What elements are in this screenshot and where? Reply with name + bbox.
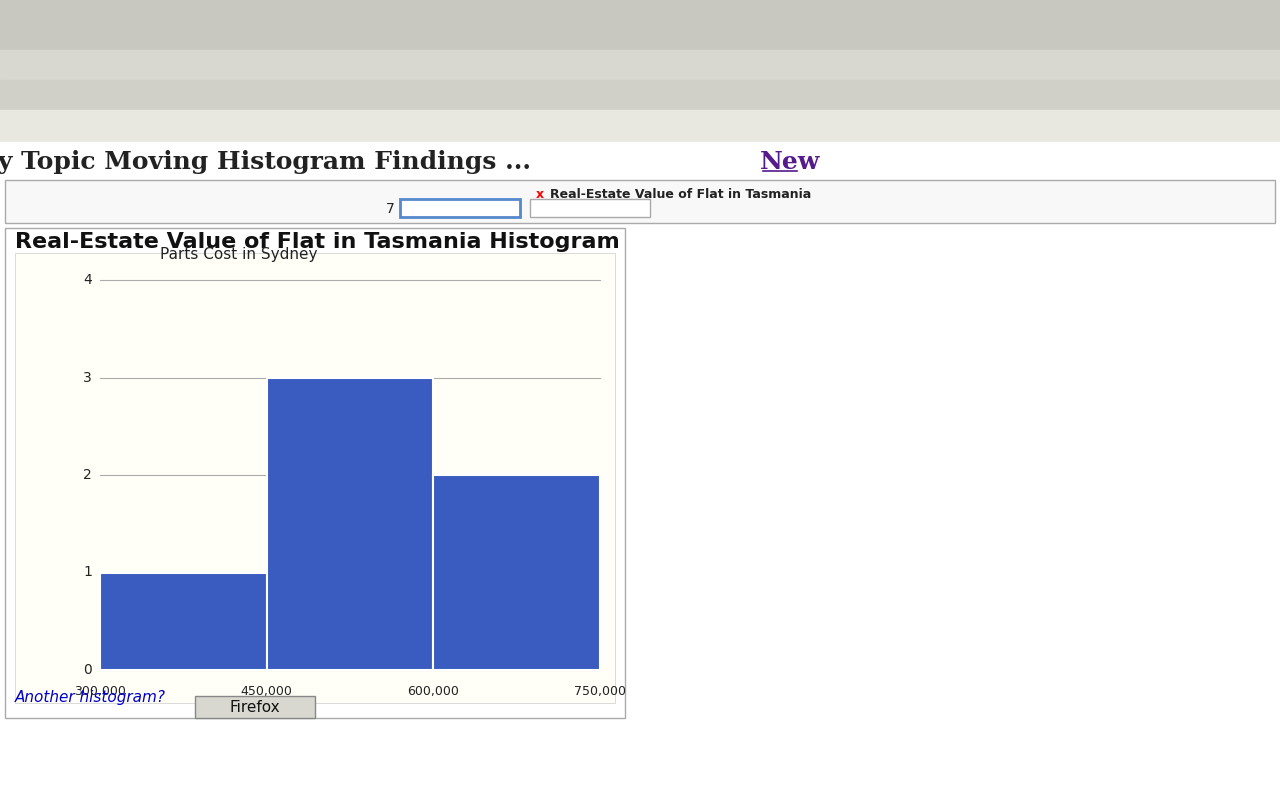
Text: 4: 4 [83, 273, 92, 287]
Text: Real-Estate Value of Flat in Tasmania Histogram: Real-Estate Value of Flat in Tasmania Hi… [15, 232, 620, 252]
Text: x: x [535, 189, 548, 202]
Text: 0: 0 [83, 663, 92, 677]
Bar [399, 199, 520, 217]
Text: Survey Topic Moving Histogram Findings ...: Survey Topic Moving Histogram Findings .… [0, 150, 540, 174]
Bar [0, 80, 1280, 110]
Text: 3: 3 [83, 370, 92, 385]
Bar [195, 696, 315, 718]
Bar [5, 180, 1275, 223]
Text: 600,000: 600,000 [407, 685, 460, 698]
Bar [0, 142, 1280, 180]
Bar [0, 110, 1280, 142]
Text: 1: 1 [83, 566, 92, 579]
Text: New: New [760, 150, 820, 174]
Bar [434, 475, 600, 670]
Bar [0, 0, 1280, 50]
Bar [0, 50, 1280, 80]
Text: 2: 2 [83, 468, 92, 482]
Bar [266, 378, 434, 670]
Bar [15, 253, 614, 703]
Text: Another histogram?: Another histogram? [15, 690, 166, 705]
Bar [5, 228, 625, 718]
Text: 300,000: 300,000 [74, 685, 125, 698]
Text: 7: 7 [387, 202, 396, 216]
Text: Parts Cost in Sydney: Parts Cost in Sydney [160, 247, 317, 262]
Text: 750,000: 750,000 [573, 685, 626, 698]
Text: Firefox: Firefox [229, 699, 280, 714]
Text: Real-Estate Value of Flat in Tasmania: Real-Estate Value of Flat in Tasmania [550, 189, 812, 202]
Bar [100, 573, 266, 670]
Text: 450,000: 450,000 [241, 685, 293, 698]
Bar [530, 199, 650, 217]
